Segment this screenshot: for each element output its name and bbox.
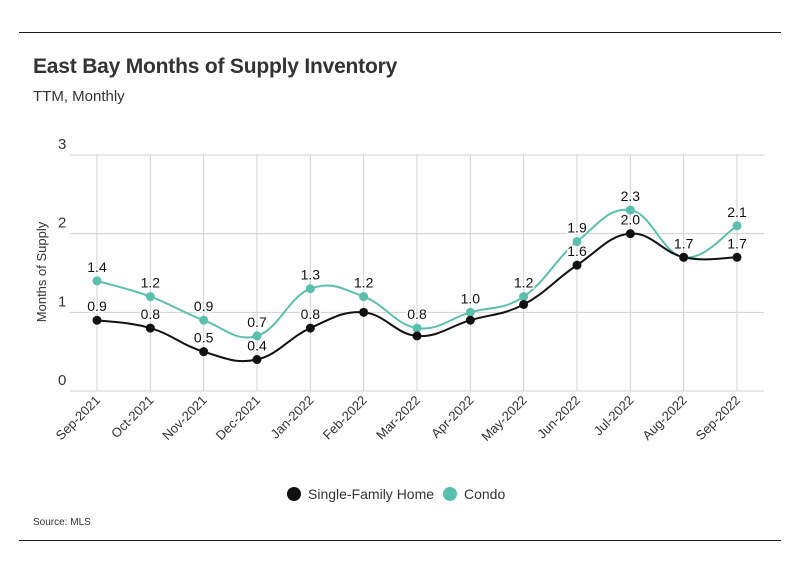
data-point-condo	[359, 292, 369, 302]
x-tick-label: Sep-2022	[693, 393, 743, 443]
data-point-single-family	[465, 315, 475, 325]
data-point-condo	[732, 221, 742, 231]
data-label: 1.9	[567, 220, 587, 236]
data-point-single-family	[199, 347, 209, 357]
source-note: Source: MLS	[33, 517, 91, 528]
top-rule	[19, 32, 781, 33]
data-label: 1.6	[567, 243, 587, 259]
series-layer	[92, 205, 742, 365]
data-label: 2.3	[621, 188, 641, 204]
data-point-condo	[199, 315, 209, 325]
data-label: 2.1	[727, 204, 747, 220]
data-label: 0.9	[87, 298, 107, 314]
data-point-single-family	[92, 315, 102, 325]
x-tick-label: May-2022	[478, 393, 529, 444]
grid-lines	[70, 154, 764, 392]
data-label: 1.7	[674, 235, 694, 251]
x-axis-ticks: Sep-2021 Oct-2021 Nov-2021 Dec-2021 Jan-2022…	[53, 393, 743, 444]
data-point-single-family	[412, 331, 422, 341]
data-point-single-family	[625, 229, 635, 239]
data-labels: 0.9 0.8 0.5 0.4 0.8 1.6 2.0 1.7 1.4 1.2 0.9 0.7 1.3 1…	[86, 187, 749, 355]
data-point-single-family	[145, 323, 155, 333]
bottom-rule	[19, 540, 781, 541]
x-tick-label: Jan-2022	[268, 393, 317, 442]
chart-subtitle: TTM, Monthly	[33, 88, 125, 105]
data-label: 1.2	[141, 275, 161, 291]
data-point-single-family	[252, 355, 262, 365]
data-label: 0.8	[301, 306, 321, 322]
data-point-condo	[92, 276, 102, 286]
legend-label: Condo	[464, 486, 505, 502]
x-tick-label: Nov-2021	[159, 393, 209, 443]
x-tick-label: Aug-2022	[639, 393, 689, 443]
x-tick-label: Feb-2022	[320, 393, 370, 443]
data-label: 0.4	[247, 338, 267, 354]
x-tick-label: Mar-2022	[373, 393, 423, 443]
data-point-condo	[305, 284, 315, 294]
chart-title: East Bay Months of Supply Inventory	[33, 55, 398, 78]
y-tick-label: 3	[58, 136, 66, 153]
x-tick-label: Jul-2022	[591, 393, 637, 439]
data-point-condo	[465, 307, 475, 317]
y-axis-ticks: 0 1 2 3	[58, 136, 66, 389]
data-point-single-family	[519, 299, 529, 309]
legend-marker	[443, 487, 457, 501]
legend: Single-Family Home Condo	[287, 486, 505, 502]
y-tick-label: 0	[58, 372, 66, 389]
data-label: 1.7	[727, 235, 747, 251]
data-label: 1.2	[514, 275, 534, 291]
data-label: 0.8	[407, 306, 427, 322]
data-label: 0.5	[194, 330, 214, 346]
data-label: 2.0	[621, 212, 641, 228]
x-tick-label: Oct-2021	[108, 393, 156, 441]
y-tick-label: 1	[58, 293, 66, 310]
data-point-single-family	[732, 252, 742, 262]
legend-label: Single-Family Home	[308, 486, 434, 502]
data-label: 0.8	[141, 306, 161, 322]
data-label: 0.7	[247, 314, 267, 330]
legend-marker	[287, 487, 301, 501]
data-point-condo	[145, 292, 155, 302]
data-label: 1.3	[301, 267, 321, 283]
data-point-condo	[252, 331, 262, 341]
data-point-condo	[412, 323, 422, 333]
data-point-single-family	[305, 323, 315, 333]
y-tick-label: 2	[58, 215, 66, 232]
data-point-condo	[519, 292, 529, 302]
data-label: 0.9	[194, 298, 214, 314]
x-tick-label: Sep-2021	[53, 393, 103, 443]
data-label: 1.0	[461, 290, 481, 306]
data-label: 1.2	[354, 275, 374, 291]
data-point-condo	[572, 237, 582, 247]
x-tick-label: Apr-2022	[428, 393, 476, 441]
y-axis-label: Months of Supply	[34, 221, 49, 322]
data-point-single-family	[572, 260, 582, 270]
data-point-condo	[625, 205, 635, 215]
x-tick-label: Dec-2021	[213, 393, 263, 443]
data-point-single-family	[679, 252, 689, 262]
data-label: 1.4	[87, 259, 107, 275]
x-tick-label: Jun-2022	[534, 393, 583, 442]
data-point-single-family	[359, 307, 369, 317]
